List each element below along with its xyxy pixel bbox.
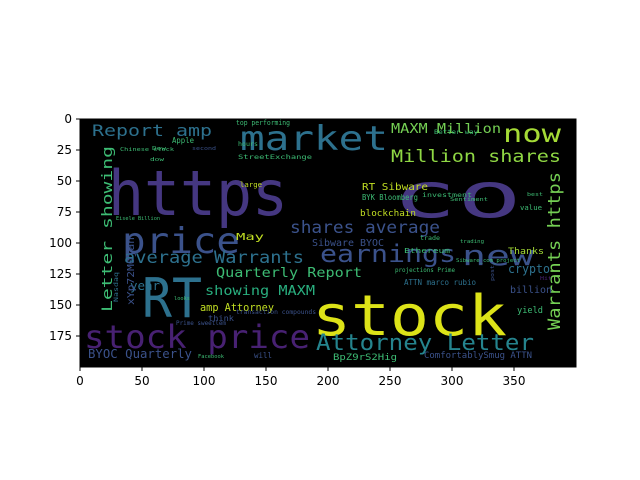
y-tick-label: 0 [64, 112, 72, 126]
x-tick-label: 50 [134, 374, 149, 388]
cloud-word: StreetExchange [238, 154, 313, 161]
cloud-word: BpZ9rS2Hig [333, 353, 397, 363]
cloud-word: stock price [84, 318, 310, 356]
cloud-word: will [254, 351, 272, 360]
cloud-word: best [527, 192, 543, 198]
cloud-word: Report amp [92, 121, 212, 140]
axes: https co stock RT market price now new stock pri… [49, 112, 577, 388]
cloud-word: large [240, 181, 262, 189]
cloud-word: trade [420, 235, 440, 242]
cloud-word: Million shares [391, 147, 561, 167]
cloud-word: ComfortablySmug ATTN [424, 351, 532, 361]
cloud-word: ATTN marco rubio [404, 278, 476, 287]
cloud-word: Better way [434, 129, 478, 136]
cloud-word: Attorney Letter [316, 331, 534, 356]
cloud-word: earnings [320, 240, 456, 268]
cloud-word: year [130, 279, 160, 293]
cloud-word: second [192, 146, 216, 152]
cloud-word: Ethereum [404, 247, 450, 255]
y-tick-label: 100 [49, 236, 72, 250]
cloud-word: market [240, 119, 388, 159]
cloud-word: Sibware_com_project [456, 258, 520, 264]
cloud-word: value [520, 204, 542, 212]
cloud-word: Dow [152, 146, 168, 152]
cloud-word: dow [150, 157, 166, 163]
cloud-word: amp Attorney [200, 301, 274, 314]
y-tick-label: 125 [49, 267, 72, 281]
y-tick-label: 150 [49, 298, 72, 312]
cloud-word: top performing [236, 119, 290, 127]
y-tick-label: 25 [57, 143, 72, 157]
cloud-word: Prime sweetlem [176, 320, 226, 327]
cloud-word: Nasdaq [113, 271, 120, 302]
cloud-word: May [236, 232, 264, 243]
cloud-word: Sibware BYOC [312, 238, 384, 249]
cloud-word: trading [460, 239, 484, 245]
cloud-word: showing MAXM [205, 284, 315, 299]
cloud-word: now [503, 119, 562, 148]
cloud-word: stock [312, 284, 507, 349]
cloud-word: Hit [540, 276, 552, 282]
x-tick-label: 250 [379, 374, 402, 388]
cloud-word: xYp72M0jan [126, 237, 137, 305]
cloud-word: BYOC Quarterly [88, 347, 192, 361]
y-tick-label: 50 [57, 174, 72, 188]
cloud-word: Warrants https [545, 172, 565, 330]
cloud-word: hours [238, 141, 258, 148]
cloud-word: Thanks [508, 247, 544, 257]
y-tick-label: 175 [49, 329, 72, 343]
x-axis: 0 50 100 150 200 250 300 350 [76, 367, 525, 388]
cloud-word: Eisele Billion [116, 216, 160, 222]
x-tick-label: 200 [317, 374, 340, 388]
y-axis: 0 25 50 75 100 125 150 175 [49, 112, 80, 343]
cloud-word: Chinese stock [120, 147, 174, 153]
cloud-word: Quarterly Report [216, 266, 362, 281]
cloud-word: new [462, 239, 534, 272]
cloud-word: MAXM Million [391, 122, 501, 137]
y-tick-label: 75 [57, 205, 72, 219]
cloud-word: price [122, 221, 240, 262]
x-tick-label: 100 [193, 374, 216, 388]
cloud-word: projections Prime [395, 267, 455, 274]
cloud-word: blockchain [360, 209, 416, 219]
cloud-word: Sentiment [450, 197, 488, 203]
cloud-word: co [392, 159, 522, 232]
cloud-word: think [208, 314, 234, 323]
wordcloud: https co stock RT market price now new stock pri… [84, 119, 565, 363]
x-tick-label: 350 [503, 374, 526, 388]
cloud-word: RT Sibware [362, 182, 428, 193]
cloud-word: Letter showing [100, 146, 116, 312]
cloud-word: crypto [508, 262, 550, 276]
cloud-word: https [108, 157, 288, 230]
cloud-word: Facebook [198, 354, 224, 360]
cloud-word: BYK Bloomberg [362, 193, 418, 202]
cloud-word: transaction compounds [236, 309, 316, 316]
x-tick-label: 300 [441, 374, 464, 388]
cloud-word: shares average [290, 218, 440, 238]
cloud-word: looks [174, 296, 190, 302]
wordcloud-image [80, 119, 576, 367]
cloud-word: investment [422, 192, 473, 199]
cloud-word: RT [142, 267, 202, 330]
cloud-word: post [490, 265, 496, 281]
cloud-word: billion [510, 285, 552, 296]
x-tick-label: 0 [76, 374, 84, 388]
cloud-word: yield [517, 306, 543, 316]
cloud-word: Apple [172, 136, 194, 145]
cloud-word: average Warrants [124, 248, 304, 268]
x-tick-label: 150 [255, 374, 278, 388]
